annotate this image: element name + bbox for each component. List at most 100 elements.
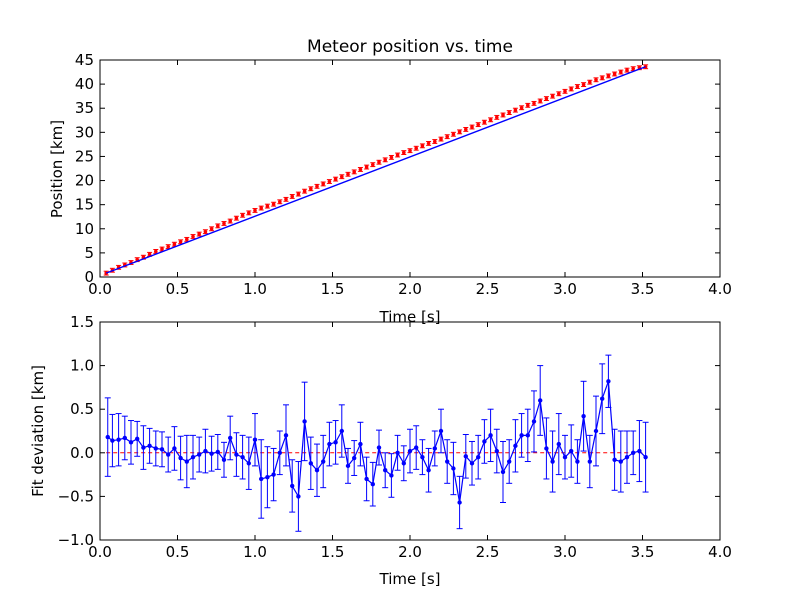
deviation-point	[116, 437, 121, 442]
position-point	[519, 105, 524, 110]
deviation-point	[643, 454, 648, 460]
position-point	[340, 174, 344, 179]
position-point	[203, 229, 208, 234]
position-point	[507, 110, 512, 115]
position-chart-ytick-label: 35	[75, 99, 94, 117]
position-point	[352, 170, 357, 174]
deviation-point	[612, 457, 617, 462]
deviation-point	[438, 428, 444, 434]
position-point	[154, 249, 158, 254]
deviation-point	[457, 500, 462, 505]
position-chart-frame	[99, 59, 721, 278]
position-point	[253, 208, 257, 213]
position-point	[371, 162, 375, 167]
position-point	[612, 72, 617, 76]
position-chart-ytick-label: 25	[75, 147, 94, 165]
deviation-point	[159, 447, 165, 452]
deviation-point	[624, 454, 630, 460]
deviation-point	[308, 461, 313, 466]
position-chart-xtick-label: 1.0	[243, 280, 267, 298]
deviation-point	[618, 459, 623, 464]
position-chart-ylabel: Position [km]	[48, 120, 66, 218]
deviation-point	[128, 440, 134, 445]
deviation-point	[327, 441, 332, 447]
deviation-chart-xtick-label: 0.5	[166, 543, 190, 561]
deviation-point	[283, 433, 289, 438]
position-point	[321, 182, 326, 186]
deviation-point	[321, 459, 326, 464]
position-point	[464, 127, 468, 132]
position-chart-ytick-label: 15	[75, 196, 94, 214]
position-chart-ytick-label: 45	[75, 51, 94, 69]
deviation-point	[494, 448, 499, 454]
deviation-point	[345, 463, 351, 469]
position-chart-xtick-label: 3.0	[553, 280, 577, 298]
position-point	[209, 226, 214, 231]
position-point	[402, 150, 406, 155]
deviation-point	[296, 494, 301, 499]
position-point	[420, 144, 425, 148]
position-point	[495, 115, 499, 120]
position-point	[470, 125, 474, 129]
deviation-chart-xtick-label: 3.5	[631, 543, 655, 561]
deviation-point	[364, 476, 369, 482]
deviation-point	[407, 448, 413, 454]
position-point	[222, 221, 226, 226]
position-point	[544, 96, 549, 101]
deviation-point	[395, 450, 400, 455]
deviation-point	[190, 454, 196, 460]
position-chart-ytick-label: 20	[75, 172, 94, 190]
deviation-chart-xtick-label: 4.0	[708, 543, 732, 561]
deviation-point	[314, 468, 320, 473]
deviation-point	[172, 446, 177, 451]
deviation-point	[482, 439, 487, 444]
deviation-point	[631, 450, 636, 455]
position-point	[550, 94, 555, 98]
deviation-point	[445, 459, 450, 464]
deviation-point	[575, 459, 580, 464]
deviation-point	[401, 461, 406, 466]
deviation-point	[519, 433, 524, 438]
deviation-point	[105, 434, 110, 440]
deviation-point	[463, 454, 468, 459]
position-point	[476, 122, 481, 127]
position-point	[488, 117, 493, 122]
deviation-point	[488, 433, 493, 438]
deviation-point	[637, 448, 642, 454]
deviation-point	[184, 459, 189, 464]
position-point	[414, 146, 419, 151]
position-point	[346, 172, 350, 177]
deviation-point	[432, 446, 437, 451]
position-point	[619, 70, 623, 74]
position-chart-xtick-label: 2.5	[476, 280, 500, 298]
deviation-chart: Fit deviation [km] Time [s] 0.0 0.5 1.0 1.5…	[29, 313, 732, 588]
position-point	[216, 224, 220, 228]
position-point	[625, 68, 629, 72]
position-point	[364, 165, 369, 169]
position-point	[265, 204, 270, 208]
deviation-chart-xtick-label: 3.0	[553, 543, 577, 561]
position-point	[600, 76, 604, 80]
deviation-point	[606, 379, 611, 384]
position-chart-xtick-label: 0.0	[88, 280, 112, 298]
deviation-point	[538, 398, 543, 403]
deviation-chart-ytick-label: 0.0	[70, 444, 94, 462]
position-chart-xtick-label: 1.5	[321, 280, 345, 298]
deviation-point	[197, 452, 202, 457]
deviation-point	[569, 448, 574, 454]
deviation-point	[469, 461, 475, 466]
position-chart-ytick-label: 40	[75, 75, 94, 93]
position-chart-series	[103, 64, 649, 276]
deviation-chart-xlabel: Time [s]	[379, 570, 441, 588]
deviation-point	[240, 454, 245, 460]
deviation-point	[581, 413, 586, 419]
deviation-point	[370, 481, 375, 487]
deviation-point	[252, 437, 258, 442]
position-point	[631, 66, 635, 71]
position-point	[457, 130, 462, 134]
deviation-point	[333, 440, 338, 445]
position-point	[439, 137, 443, 141]
position-point	[377, 160, 381, 165]
